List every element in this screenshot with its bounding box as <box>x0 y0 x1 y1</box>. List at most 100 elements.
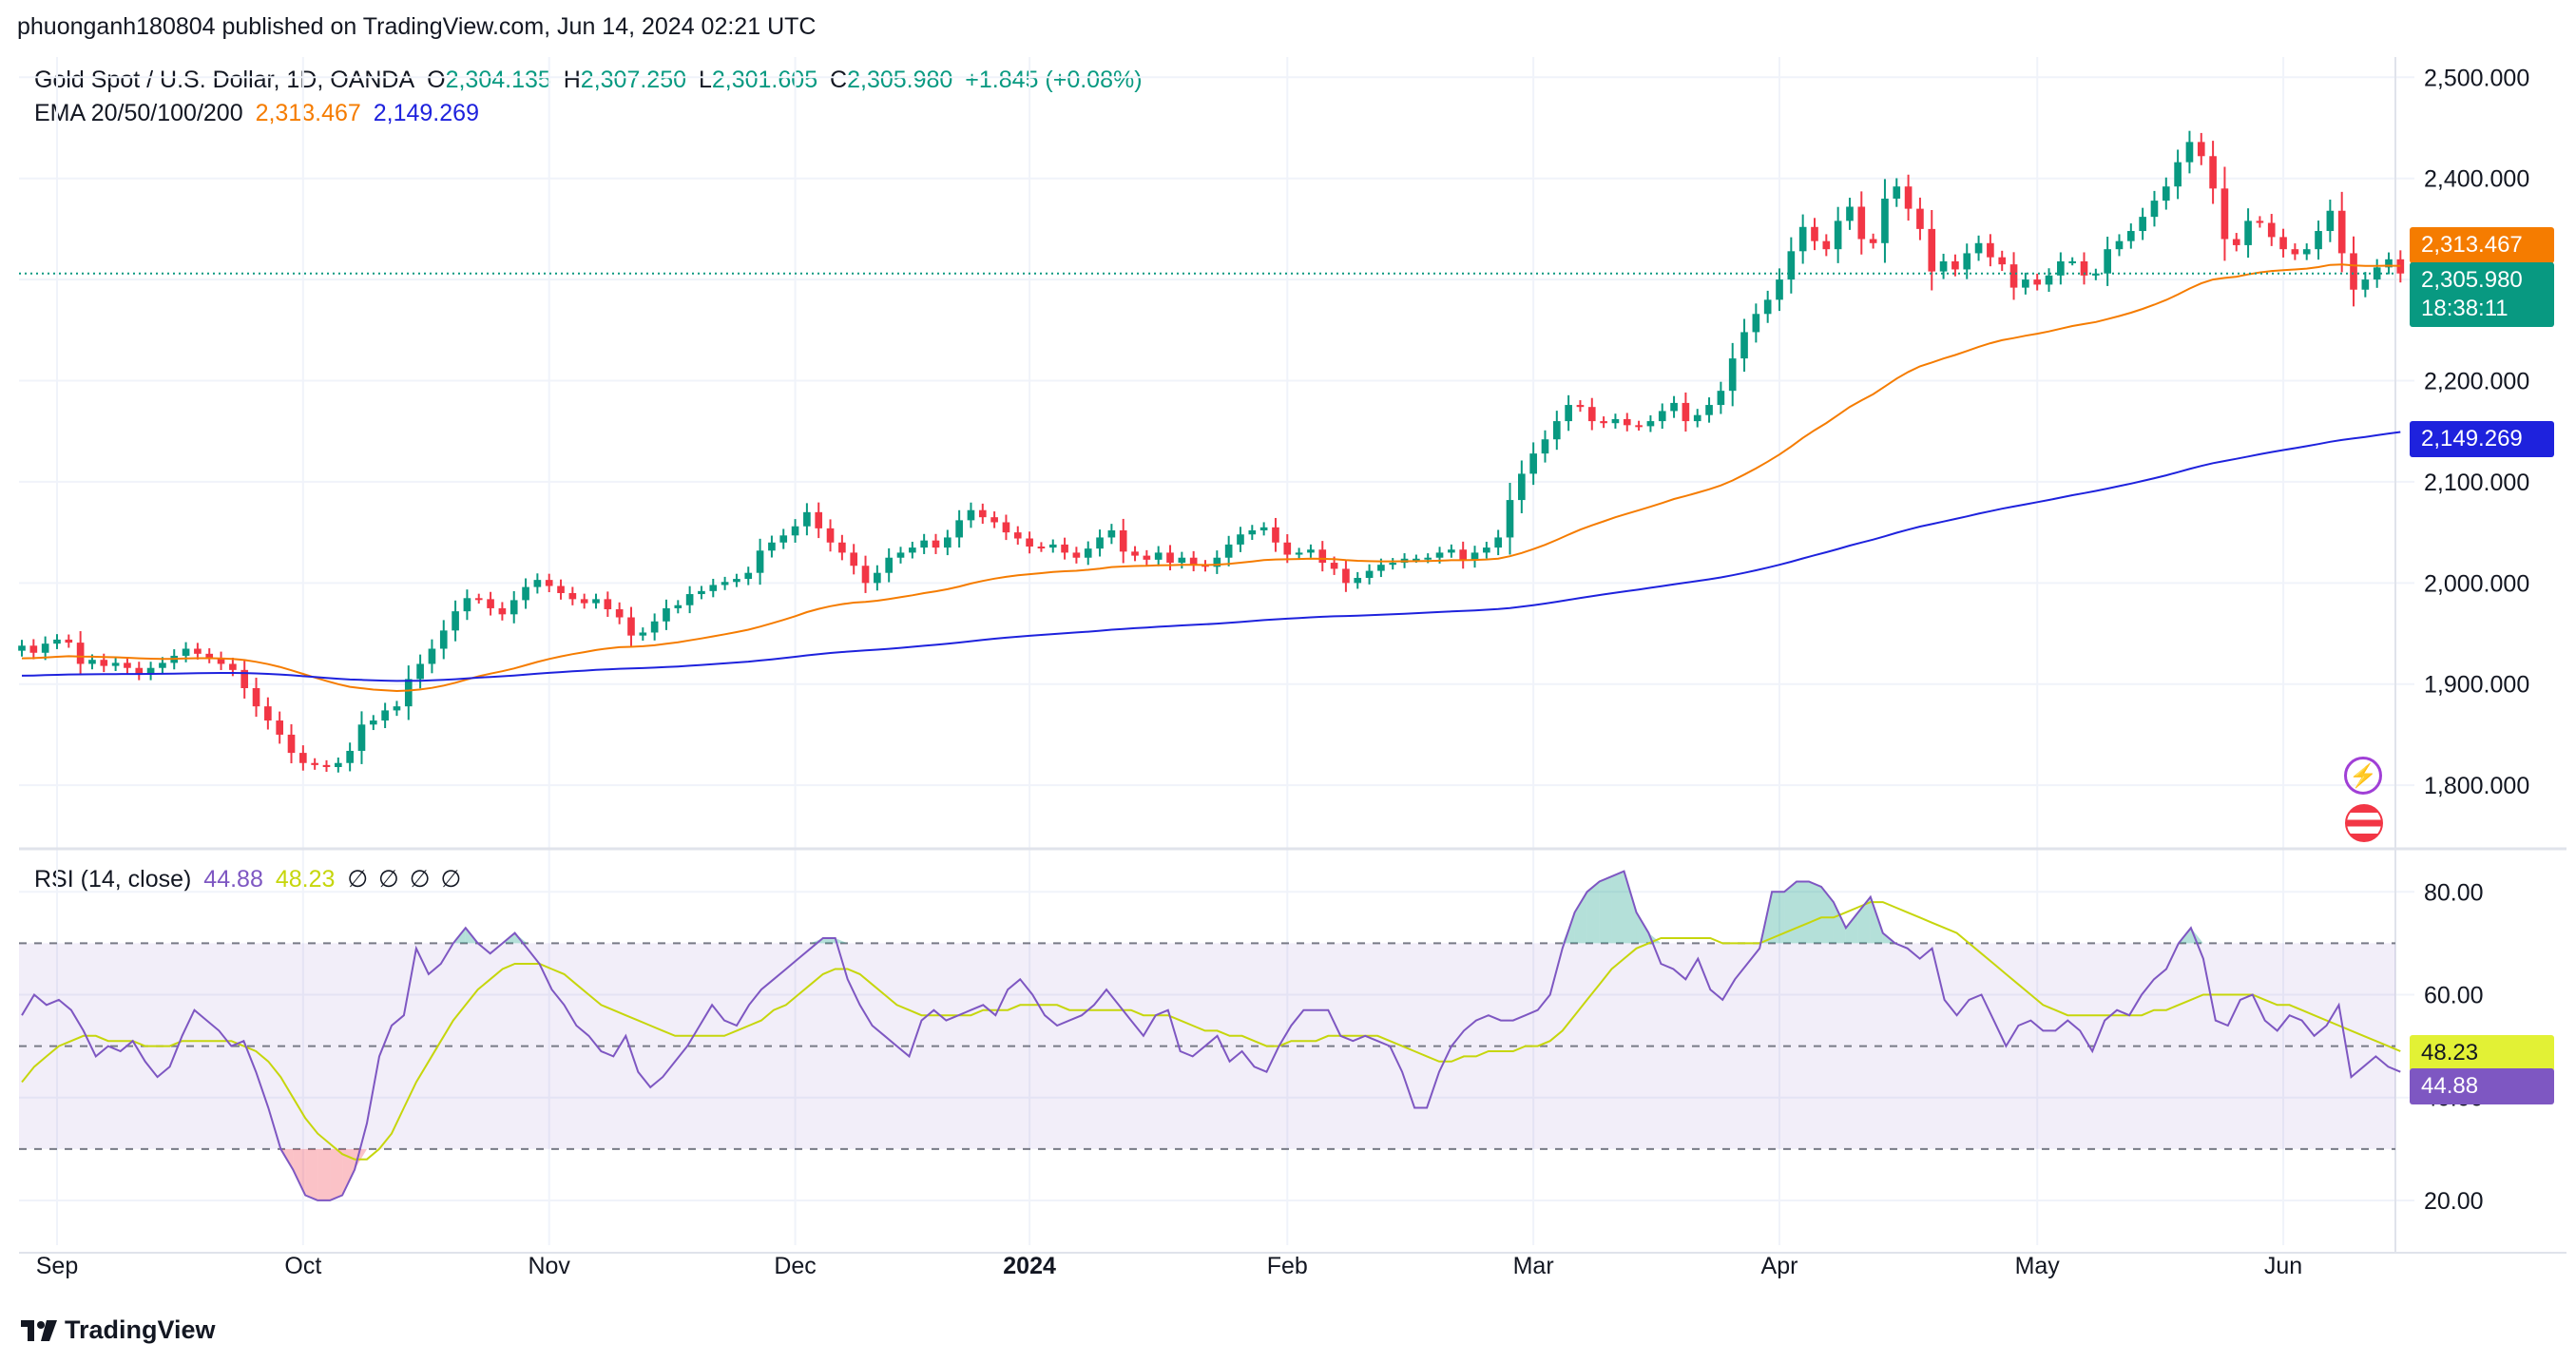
candle-body <box>615 609 624 618</box>
candle-body <box>1295 552 1303 555</box>
candle-body <box>311 762 318 765</box>
candle-body <box>592 599 600 604</box>
candle-body <box>733 579 740 583</box>
candle-body <box>1166 552 1174 564</box>
candle-body <box>1798 226 1807 252</box>
candle-body <box>1435 552 1444 558</box>
rsi-ma-value: 48.23 <box>275 866 336 893</box>
candle-body <box>1939 260 1948 272</box>
candle-body <box>1413 558 1420 561</box>
candle-body <box>452 611 459 631</box>
rsi-overbought-fill <box>1611 871 1624 944</box>
candle-body <box>299 753 307 763</box>
candle-body <box>29 645 38 653</box>
candle-body <box>604 599 612 609</box>
candle-body <box>2045 275 2053 285</box>
candle-body <box>1096 537 1104 549</box>
candle-body <box>756 550 764 573</box>
candle-body <box>2209 156 2217 189</box>
candle-body <box>182 648 190 656</box>
candle-body <box>2033 279 2042 285</box>
candle-body <box>1506 500 1514 538</box>
candle-body <box>2150 201 2159 218</box>
candle-body <box>428 648 436 664</box>
ohlc-close-label: C <box>830 67 848 93</box>
candle-body <box>663 607 670 622</box>
candle-body <box>721 582 729 586</box>
candle-body <box>1763 299 1772 315</box>
candle-body <box>1529 453 1537 474</box>
candle-body <box>2385 259 2393 268</box>
candle-body <box>522 586 529 601</box>
candle-body <box>1330 563 1338 569</box>
candle-body <box>1893 186 1901 199</box>
candle-body <box>1061 544 1068 553</box>
candle-body <box>978 509 987 518</box>
candle-body <box>1693 414 1701 422</box>
price-change: +1.845 (+0.08%) <box>965 67 1143 93</box>
candle-body <box>509 600 518 615</box>
ema-legend: EMA 20/50/100/200 2,313.467 2,149.269 <box>34 100 485 127</box>
candle-body <box>1811 226 1818 241</box>
rsi-overbought-fill <box>822 937 836 944</box>
us-flag-icon[interactable] <box>2345 804 2383 842</box>
rsi-oversold-fill <box>305 1148 318 1200</box>
rsi-overbought-fill <box>810 937 823 944</box>
candle-body <box>1307 549 1315 553</box>
rsi-overbought-fill <box>835 937 848 944</box>
candle-body <box>487 599 494 608</box>
rsi-overbought-fill <box>1784 881 1797 944</box>
candle-body <box>498 607 507 615</box>
candle-body <box>2104 249 2111 274</box>
ohlc-low-label: L <box>698 67 712 93</box>
time-tick-label: Sep <box>36 1253 78 1279</box>
candle-body <box>2115 240 2124 250</box>
lightning-icon[interactable]: ⚡ <box>2344 757 2382 795</box>
time-tick-label: Apr <box>1761 1253 1798 1279</box>
ohlc-open: 2,304.135 <box>445 67 551 93</box>
candle-body <box>2291 249 2299 255</box>
candle-body <box>932 540 940 548</box>
candle-body <box>240 669 249 688</box>
candle-body <box>1646 421 1655 427</box>
candle-body <box>1013 532 1022 539</box>
candle-body <box>264 706 272 721</box>
candle-body <box>2256 221 2264 223</box>
candle-body <box>1389 563 1397 566</box>
candle-body <box>650 621 659 633</box>
candle-body <box>1587 407 1596 422</box>
candle-body <box>1259 527 1268 530</box>
candle-body <box>557 586 565 593</box>
candle-body <box>2315 231 2322 250</box>
symbol-title[interactable]: Gold Spot / U.S. Dollar, 1D, OANDA <box>34 67 415 93</box>
rsi-legend-label[interactable]: RSI (14, close) <box>34 866 192 893</box>
candle-body <box>1552 421 1561 440</box>
candle-body <box>1448 549 1455 553</box>
candle-body <box>815 511 823 528</box>
candle-body <box>1740 332 1748 359</box>
candle-body <box>1916 208 1924 229</box>
candle-body <box>41 643 49 653</box>
candle-body <box>335 762 342 767</box>
rsi-oversold-fill <box>342 1148 356 1196</box>
candle-body <box>1026 538 1033 547</box>
candle-body <box>404 679 413 707</box>
rsi-tick-label: 20.00 <box>2424 1188 2484 1215</box>
ema-value-fast: 2,313.467 <box>255 100 361 126</box>
candle-body <box>1471 552 1479 561</box>
time-tick-label: 2024 <box>1003 1253 1056 1279</box>
candle-body <box>2197 142 2205 157</box>
candle-body <box>53 639 61 644</box>
candle-body <box>322 764 331 767</box>
time-tick-label: Feb <box>1267 1253 1308 1279</box>
time-tick-label: Mar <box>1513 1253 1554 1279</box>
time-tick-label: Nov <box>528 1253 570 1279</box>
candle-body <box>861 566 870 584</box>
tradingview-logo[interactable]: TradingView <box>21 1315 216 1345</box>
rsi-value: 44.88 <box>203 866 263 893</box>
candle-body <box>1048 544 1057 548</box>
ema-legend-label[interactable]: EMA 20/50/100/200 <box>34 100 243 126</box>
candle-body <box>1974 242 1983 254</box>
candle-body <box>1705 405 1713 415</box>
